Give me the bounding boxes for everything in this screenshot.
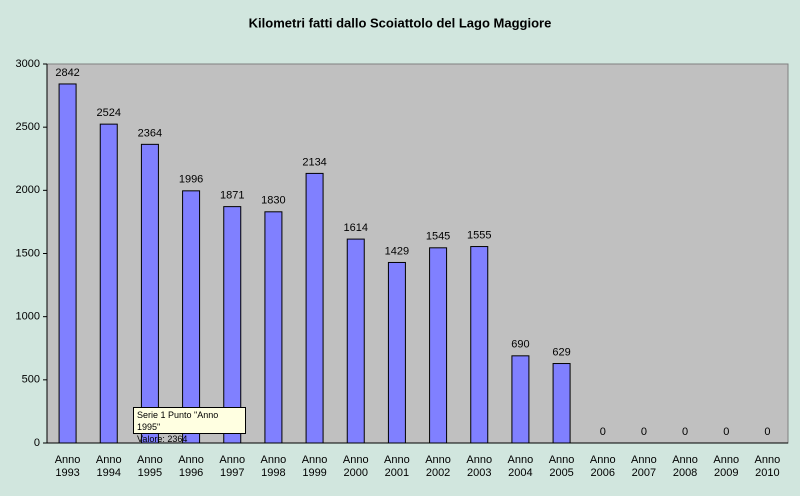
x-tick-label: Anno 1996 bbox=[178, 454, 204, 479]
y-tick-label: 1500 bbox=[16, 247, 40, 259]
bar bbox=[470, 246, 489, 444]
data-label: 1996 bbox=[179, 174, 203, 186]
data-label: 1545 bbox=[426, 231, 450, 243]
bar bbox=[99, 123, 118, 444]
data-label: 690 bbox=[511, 339, 529, 351]
bar bbox=[223, 206, 242, 444]
data-label: 0 bbox=[723, 426, 729, 438]
y-tick-label: 2000 bbox=[16, 184, 40, 196]
x-tick-label: Anno 2005 bbox=[548, 454, 575, 479]
tooltip-line: Valore: 2364 bbox=[137, 434, 188, 444]
y-tick-label: 0 bbox=[34, 437, 40, 449]
bar bbox=[346, 238, 365, 444]
bar bbox=[140, 143, 159, 444]
bar bbox=[305, 172, 324, 444]
plot-area bbox=[46, 63, 789, 444]
data-label: 0 bbox=[641, 426, 647, 438]
x-tick-label: Anno 2006 bbox=[589, 454, 616, 479]
data-label: 0 bbox=[764, 426, 770, 438]
data-label: 1830 bbox=[261, 195, 285, 207]
tooltip: Serie 1 Punto "Anno 1995" Valore: 2364 bbox=[133, 407, 246, 444]
bar bbox=[387, 261, 406, 444]
x-tick-label: Anno 2009 bbox=[713, 454, 740, 479]
y-tick-label: 1000 bbox=[16, 311, 40, 323]
y-tick-label: 2500 bbox=[16, 121, 40, 133]
y-tick-label: 500 bbox=[22, 374, 40, 386]
x-tick-label: Anno 2002 bbox=[425, 454, 451, 479]
x-tick-label: Anno 2000 bbox=[342, 454, 369, 479]
x-tick-label: Anno 1993 bbox=[54, 454, 81, 479]
data-label: 2364 bbox=[138, 127, 162, 139]
data-label: 629 bbox=[552, 346, 570, 358]
x-tick-label: Anno 2003 bbox=[466, 454, 493, 479]
data-label: 0 bbox=[682, 426, 688, 438]
x-tick-label: Anno 1999 bbox=[301, 454, 328, 479]
chart-title: Kilometri fatti dallo Scoiattolo del Lag… bbox=[249, 15, 552, 30]
x-tick-label: Anno 2008 bbox=[672, 454, 698, 479]
x-tick-label: Anno 2004 bbox=[507, 454, 534, 479]
x-tick-label: Anno 1998 bbox=[260, 454, 287, 479]
tooltip-line: Serie 1 Punto "Anno 1995" bbox=[137, 410, 219, 432]
data-label: 1871 bbox=[220, 190, 244, 202]
x-tick-label: Anno 1994 bbox=[95, 454, 122, 479]
bar bbox=[58, 83, 77, 444]
bar bbox=[182, 190, 201, 444]
bar bbox=[429, 247, 448, 444]
y-tick-label: 3000 bbox=[16, 58, 40, 70]
data-label: 2524 bbox=[97, 107, 121, 119]
bar bbox=[511, 355, 530, 444]
data-label: 2134 bbox=[302, 156, 326, 168]
data-label: 1429 bbox=[385, 245, 409, 257]
data-label: 1614 bbox=[344, 222, 368, 234]
x-tick-label: Anno 2010 bbox=[754, 454, 781, 479]
bar bbox=[264, 211, 283, 444]
data-label: 2842 bbox=[55, 67, 79, 79]
x-tick-label: Anno 1997 bbox=[219, 454, 246, 479]
x-tick-label: Anno 2001 bbox=[384, 454, 410, 479]
x-tick-label: Anno 2007 bbox=[631, 454, 657, 479]
data-label: 1555 bbox=[467, 229, 491, 241]
x-tick-label: Anno 1995 bbox=[137, 454, 163, 479]
bar bbox=[552, 363, 571, 444]
data-label: 0 bbox=[600, 426, 606, 438]
